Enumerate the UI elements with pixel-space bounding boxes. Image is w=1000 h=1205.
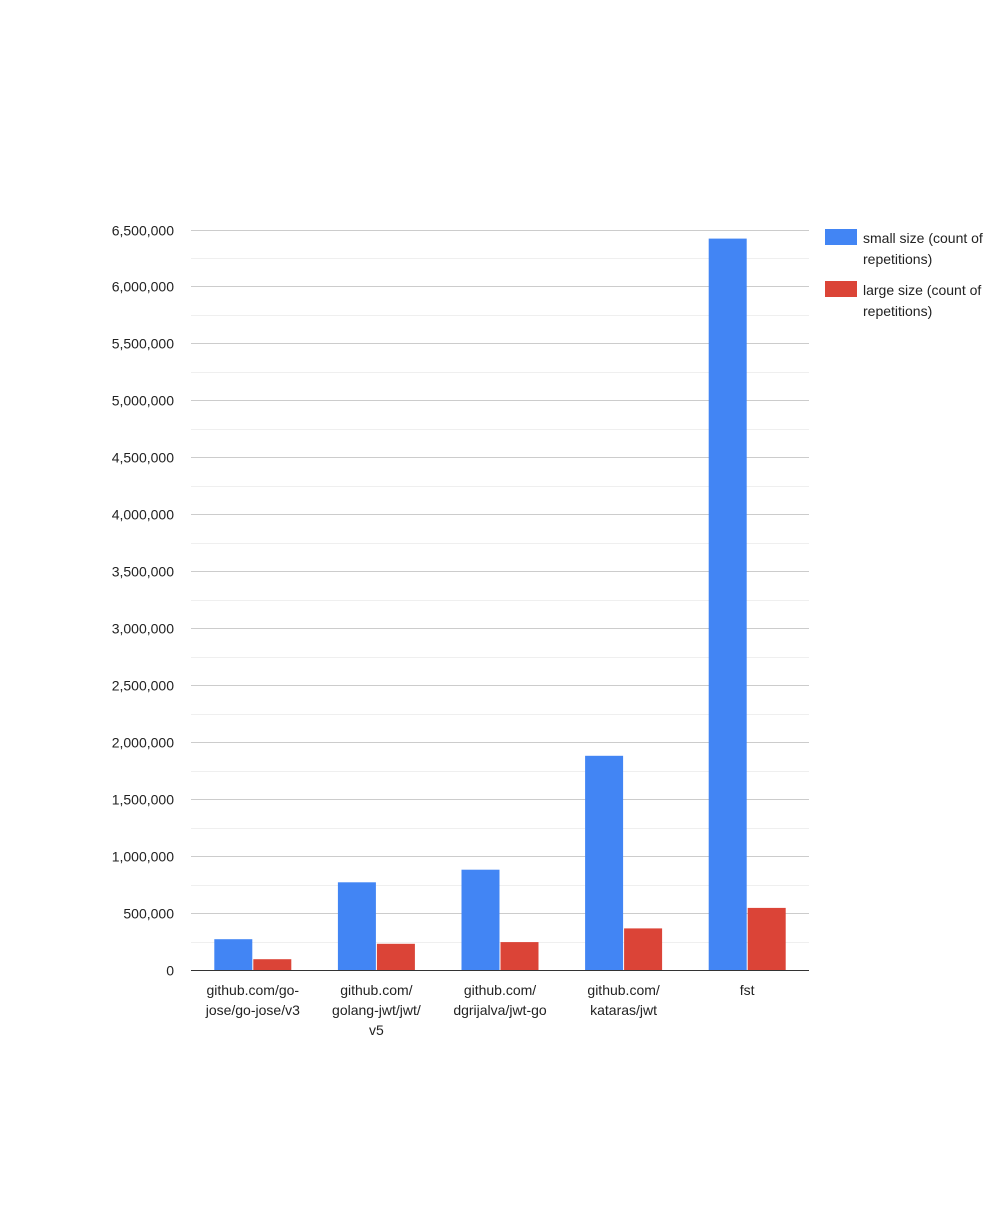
bar-large-size[interactable] (747, 907, 786, 970)
y-tick-label: 0 (166, 963, 174, 979)
bar-small-size[interactable] (461, 869, 500, 970)
x-tick-label: github.com/kataras/jwt (587, 982, 659, 1018)
x-tick-label: github.com/dgrijalva/jwt-go (453, 982, 547, 1018)
x-tick-label: github.com/go-jose/go-jose/v3 (205, 982, 300, 1018)
bar-small-size[interactable] (585, 755, 624, 970)
y-tick-label: 4,500,000 (112, 450, 174, 466)
y-tick-label: 6,000,000 (112, 279, 174, 295)
y-tick-label: 500,000 (123, 906, 174, 922)
bar-small-size[interactable] (214, 939, 253, 970)
y-tick-label: 2,500,000 (112, 678, 174, 694)
legend-label-small-size: small size (count of repetitions) (863, 230, 983, 267)
x-axis-tick-labels: github.com/go-jose/go-jose/v3 github.com/… (205, 982, 755, 1038)
y-axis-tick-labels: 0 500,000 1,000,000 1,500,000 2,000,000 2,500… (112, 223, 175, 979)
y-tick-label: 4,000,000 (112, 507, 174, 523)
y-tick-label: 1,000,000 (112, 849, 174, 865)
legend-item-large-size[interactable]: large size (count of repetitions) (825, 280, 995, 322)
x-tick-label: github.com/golang-jwt/jwt/v5 (332, 982, 421, 1038)
x-tick-label: fst (740, 982, 755, 998)
grid-layer (191, 230, 809, 943)
y-tick-label: 3,500,000 (112, 564, 174, 580)
legend: small size (count of repetitions) large … (825, 228, 995, 332)
bar-large-size[interactable] (253, 959, 292, 970)
bar-small-size[interactable] (708, 238, 747, 971)
y-tick-label: 2,000,000 (112, 735, 174, 751)
legend-label-large-size: large size (count of repetitions) (863, 282, 982, 319)
y-tick-label: 3,000,000 (112, 621, 174, 637)
legend-swatch-small-size (825, 229, 857, 245)
y-tick-label: 6,500,000 (112, 223, 174, 239)
y-tick-label: 5,000,000 (112, 393, 174, 409)
y-tick-label: 1,500,000 (112, 792, 174, 808)
bar-large-size[interactable] (624, 928, 663, 970)
legend-item-small-size[interactable]: small size (count of repetitions) (825, 228, 995, 270)
bar-large-size[interactable] (500, 942, 539, 970)
bar-large-size[interactable] (376, 943, 415, 970)
bar-small-size[interactable] (337, 882, 376, 970)
y-tick-label: 5,500,000 (112, 336, 174, 352)
bars-layer (214, 238, 786, 971)
legend-swatch-large-size (825, 281, 857, 297)
